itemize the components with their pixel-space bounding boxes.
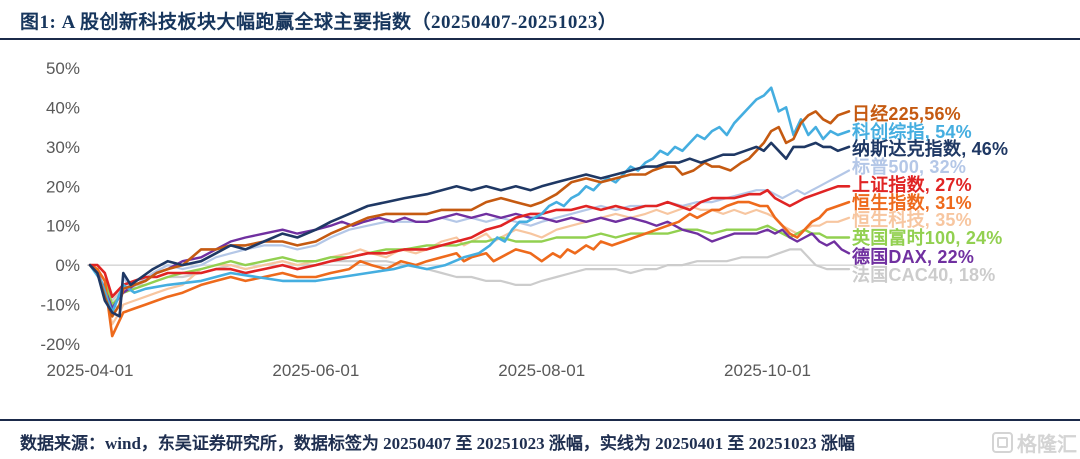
series-line-nasdaq — [88, 141, 851, 318]
x-axis-tick: 2025-10-01 — [724, 361, 811, 380]
title-divider — [0, 38, 1080, 40]
x-axis-tick: 2025-08-01 — [498, 361, 585, 380]
x-axis-tick: 2025-04-01 — [47, 361, 134, 380]
index-performance-chart: 50% 40% 30% 20% 10% 0% -10% -20% 2025-04-01 2025-… — [40, 59, 1008, 380]
y-axis-tick: 50% — [46, 59, 80, 78]
y-axis-tick: -10% — [40, 296, 80, 315]
y-axis-tick: 30% — [46, 138, 80, 157]
series-line-sp500 — [88, 169, 851, 310]
y-axis-tick: 0% — [55, 256, 80, 275]
y-axis-tick: -20% — [40, 335, 80, 354]
series-line-hsi — [88, 200, 851, 338]
series-line-cac40 — [88, 248, 851, 302]
figure-title: 图1: A 股创新科技板块大幅跑赢全球主要指数（20250407-2025102… — [20, 12, 618, 33]
gelonghui-watermark: 格隆汇 — [988, 428, 1077, 457]
gelonghui-watermark-text: 格隆汇 — [1017, 434, 1077, 456]
y-axis-tick: 40% — [46, 98, 80, 117]
series-line-nikkei225 — [88, 110, 851, 318]
series-line-sse — [88, 185, 851, 299]
series-line-ftse100 — [88, 224, 851, 306]
chart-canvas: 50% 40% 30% 20% 10% 0% -10% -20% 2025-04-01 2025-… — [40, 59, 863, 380]
series-line-dax — [88, 212, 851, 310]
data-source-note: 数据来源：wind，东吴证券研究所，数据标签为 20250407 至 20251… — [20, 434, 855, 453]
y-axis-tick: 20% — [46, 177, 80, 196]
series-line-star — [88, 86, 851, 314]
x-axis-tick: 2025-06-01 — [272, 361, 359, 380]
footer-divider — [0, 419, 1080, 421]
gelonghui-logo-icon — [992, 432, 1013, 453]
y-axis-tick: 10% — [46, 217, 80, 236]
